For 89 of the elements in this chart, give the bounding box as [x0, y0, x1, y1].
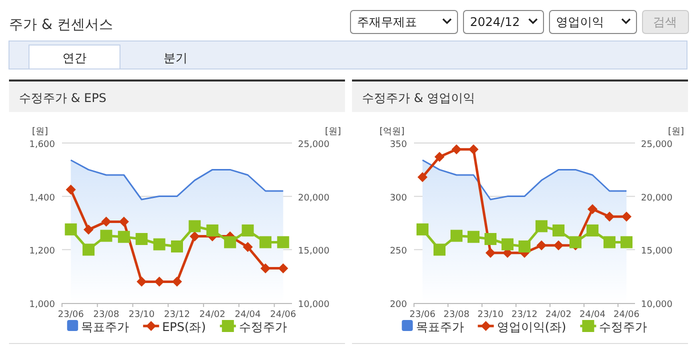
- x-tick-label: 23/10: [478, 310, 504, 320]
- point: [278, 263, 288, 274]
- point: [242, 224, 254, 236]
- x-tick-label: 23/06: [58, 310, 84, 320]
- point: [82, 244, 95, 256]
- point: [259, 236, 272, 248]
- page-header: 주가 & 컨센서스 주재무제표 2024/12 영업이익 검색 연간 분기: [8, 10, 689, 70]
- y-tick-label: 200: [390, 300, 408, 310]
- y-tick-label: 350: [390, 140, 408, 150]
- point: [188, 220, 201, 232]
- point: [277, 236, 290, 248]
- point: [604, 236, 616, 248]
- y2-tick-label: 20,000: [298, 193, 330, 204]
- point: [64, 223, 77, 236]
- y-axis-title: [억원]: [379, 127, 405, 137]
- point: [434, 244, 446, 256]
- x-tick-label: 23/08: [93, 310, 120, 320]
- legend-label: 목표주가: [416, 320, 464, 334]
- y-tick-label: 1,200: [29, 246, 56, 257]
- point: [468, 144, 478, 154]
- point: [536, 220, 548, 232]
- point: [84, 224, 94, 235]
- x-tick-label: 23/12: [164, 310, 190, 320]
- point: [604, 212, 614, 222]
- point: [118, 216, 129, 227]
- x-tick-label: 23/08: [444, 310, 470, 320]
- point: [518, 240, 530, 252]
- x-tick-label: 23/10: [128, 310, 155, 320]
- point: [554, 240, 564, 250]
- point: [136, 233, 148, 245]
- x-tick-label: 24/06: [270, 310, 296, 320]
- point: [452, 144, 462, 154]
- point: [224, 236, 236, 248]
- point: [190, 231, 200, 242]
- point: [260, 263, 270, 274]
- y2-axis-title: [원]: [324, 127, 342, 137]
- y2-tick-label: 10,000: [641, 300, 673, 310]
- y2-tick-label: 10,000: [298, 300, 330, 310]
- legend-label: 수정주가: [238, 320, 287, 334]
- point: [622, 212, 632, 222]
- point: [153, 238, 166, 250]
- y-tick-label: 250: [390, 246, 408, 257]
- y2-axis-title: [원]: [668, 127, 684, 137]
- point: [588, 204, 598, 214]
- y-axis-title: [원]: [32, 127, 48, 137]
- point: [172, 276, 182, 287]
- point: [552, 224, 564, 236]
- x-tick-label: 23/12: [512, 310, 538, 320]
- y2-tick-label: 20,000: [641, 193, 673, 204]
- point: [484, 233, 496, 245]
- point: [468, 230, 480, 243]
- point: [450, 230, 462, 242]
- x-tick-label: 24/02: [546, 310, 572, 320]
- point: [536, 240, 546, 250]
- y-tick-label: 300: [390, 193, 408, 204]
- y2-tick-label: 25,000: [298, 140, 330, 150]
- y2-tick-label: 15,000: [298, 246, 330, 257]
- point: [620, 236, 632, 248]
- x-tick-label: 23/06: [410, 310, 436, 320]
- y-tick-label: 1,400: [29, 193, 56, 204]
- point: [586, 224, 598, 236]
- point: [434, 152, 444, 162]
- point: [502, 238, 514, 250]
- point: [242, 242, 253, 252]
- point: [486, 248, 496, 258]
- y2-tick-label: 15,000: [641, 246, 673, 257]
- y2-tick-label: 25,000: [641, 140, 673, 150]
- point: [118, 230, 130, 243]
- legend-label: 영업이익(좌): [496, 320, 566, 334]
- point: [101, 216, 112, 227]
- y-tick-label: 1,600: [29, 140, 56, 150]
- chart-title: 수정주가 & 영업이익: [362, 91, 475, 105]
- point: [418, 172, 428, 182]
- legend-label: 목표주가: [81, 320, 130, 334]
- point: [154, 276, 164, 287]
- x-tick-label: 24/06: [614, 310, 640, 320]
- point: [136, 276, 147, 287]
- x-tick-label: 24/04: [580, 310, 606, 320]
- point: [66, 184, 76, 195]
- x-tick-label: 24/04: [234, 310, 262, 320]
- point: [206, 224, 218, 236]
- chart-title: 수정주가 & EPS: [19, 91, 106, 105]
- legend-label: 수정주가: [599, 320, 648, 334]
- point: [416, 223, 428, 236]
- point: [100, 230, 112, 242]
- legend-label: EPS(좌): [162, 320, 206, 334]
- point: [171, 240, 183, 252]
- x-tick-label: 24/02: [199, 310, 226, 320]
- y-tick-label: 1,000: [29, 300, 56, 310]
